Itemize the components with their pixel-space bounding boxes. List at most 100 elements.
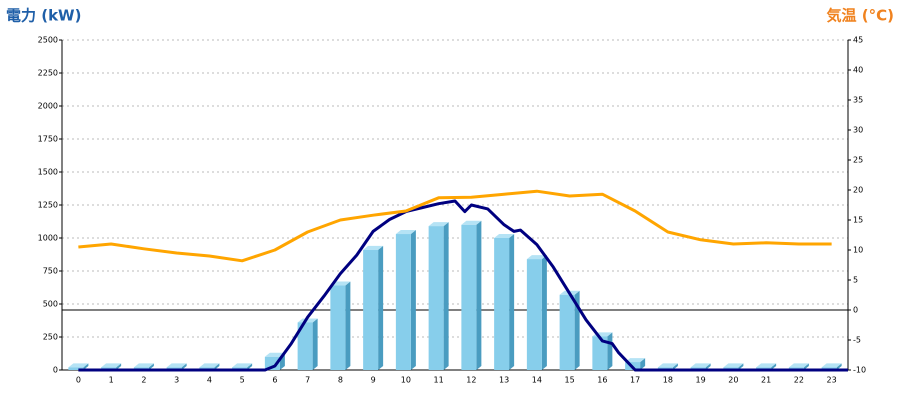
bar-face <box>199 363 220 368</box>
bar-face <box>541 255 547 370</box>
bar-face <box>574 290 580 370</box>
y2-tick-label: -5 <box>853 336 861 345</box>
bar-face <box>476 220 482 370</box>
y-axis-title: 電力 (kW) <box>6 7 81 25</box>
x-tick-label: 14 <box>532 376 542 385</box>
x-tick-label: 7 <box>305 376 310 385</box>
bar-face <box>461 224 477 370</box>
bar-face <box>625 358 646 363</box>
bar-face <box>705 363 711 370</box>
bar-face <box>803 363 809 370</box>
bar-face <box>428 226 444 370</box>
bar-face <box>166 363 187 368</box>
bar-face <box>738 363 744 370</box>
y-tick-label: 750 <box>43 267 58 276</box>
x-tick-label: 22 <box>794 376 804 385</box>
bar-face <box>640 358 646 370</box>
y2-tick-label: 20 <box>853 186 863 195</box>
x-tick-label: 15 <box>565 376 575 385</box>
x-tick-label: 10 <box>401 376 411 385</box>
y-tick-label: 1250 <box>38 201 58 210</box>
bar <box>428 222 449 370</box>
bar-face <box>264 352 285 357</box>
y2-tick-label: -10 <box>853 366 866 375</box>
bar <box>559 290 580 370</box>
bar <box>330 281 351 370</box>
bar-face <box>363 245 384 250</box>
y-tick-label: 1750 <box>38 135 58 144</box>
bar-face <box>345 281 351 370</box>
bar-face <box>461 220 482 225</box>
x-tick-label: 17 <box>630 376 640 385</box>
bar-face <box>410 230 416 370</box>
bar-face <box>395 234 411 370</box>
bar-face <box>214 363 220 370</box>
bar-face <box>330 285 346 370</box>
x-tick-label: 4 <box>207 376 212 385</box>
bar-face <box>526 255 547 260</box>
x-tick-label: 2 <box>141 376 146 385</box>
bar-face <box>788 363 809 368</box>
y-tick-label: 1000 <box>38 234 58 243</box>
y-tick-label: 1500 <box>38 168 58 177</box>
bar-face <box>363 249 379 370</box>
x-tick-label: 21 <box>761 376 771 385</box>
bar-face <box>592 336 608 370</box>
bar-face <box>509 234 515 370</box>
y2-tick-label: 5 <box>853 276 858 285</box>
bar-face <box>297 322 313 370</box>
x-tick-label: 13 <box>499 376 509 385</box>
y-tick-label: 2250 <box>38 69 58 78</box>
y-tick-label: 0 <box>53 366 58 375</box>
bar <box>494 234 515 370</box>
bar <box>68 363 89 370</box>
x-tick-label: 18 <box>663 376 673 385</box>
bar <box>395 230 416 370</box>
y2-tick-label: 40 <box>853 66 863 75</box>
bar-face <box>526 259 542 370</box>
bar-face <box>395 230 416 235</box>
bar-face <box>657 363 678 368</box>
y2-tick-label: 35 <box>853 96 863 105</box>
bar-face <box>428 222 449 227</box>
bar-face <box>443 222 449 370</box>
y2-tick-label: 25 <box>853 156 863 165</box>
line <box>78 189 832 263</box>
x-tick-label: 6 <box>272 376 277 385</box>
y2-tick-label: 10 <box>853 246 863 255</box>
bar-face <box>68 367 84 370</box>
bar-face <box>836 363 842 370</box>
y-tick-label: 250 <box>43 333 58 342</box>
bar-face <box>723 363 744 368</box>
bar-face <box>494 234 515 238</box>
y2-axis-title: 気温 (°C) <box>827 7 894 25</box>
x-tick-label: 1 <box>109 376 114 385</box>
bar-face <box>756 363 777 368</box>
y2-tick-label: 0 <box>853 306 858 315</box>
bar-face <box>312 318 318 370</box>
bar-face <box>690 363 711 368</box>
bar <box>592 332 613 370</box>
x-tick-label: 19 <box>696 376 706 385</box>
bar-face <box>771 363 777 370</box>
bar-face <box>297 318 318 323</box>
bar-face <box>101 363 122 368</box>
bar-face <box>607 332 613 370</box>
bar <box>297 318 318 370</box>
bar-face <box>83 363 89 370</box>
bar-face <box>148 363 154 370</box>
bar-face <box>672 363 678 370</box>
x-tick-label: 3 <box>174 376 179 385</box>
bar-face <box>247 363 253 370</box>
y2-tick-label: 15 <box>853 216 863 225</box>
x-tick-label: 0 <box>76 376 81 385</box>
x-tick-label: 23 <box>827 376 837 385</box>
y2-tick-label: 45 <box>853 36 863 45</box>
x-tick-label: 11 <box>434 376 444 385</box>
y2-tick-label: 30 <box>853 126 863 135</box>
bar-face <box>821 363 842 368</box>
x-tick-label: 9 <box>371 376 376 385</box>
bar-face <box>559 294 575 370</box>
y-tick-label: 2000 <box>38 102 58 111</box>
